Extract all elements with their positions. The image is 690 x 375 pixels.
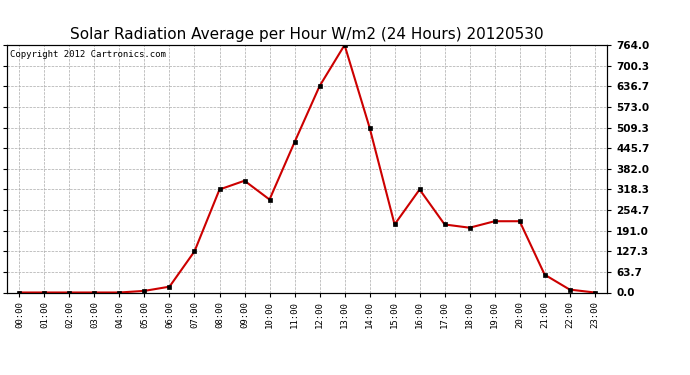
Title: Solar Radiation Average per Hour W/m2 (24 Hours) 20120530: Solar Radiation Average per Hour W/m2 (2… xyxy=(70,27,544,42)
Text: Copyright 2012 Cartronics.com: Copyright 2012 Cartronics.com xyxy=(10,50,166,59)
